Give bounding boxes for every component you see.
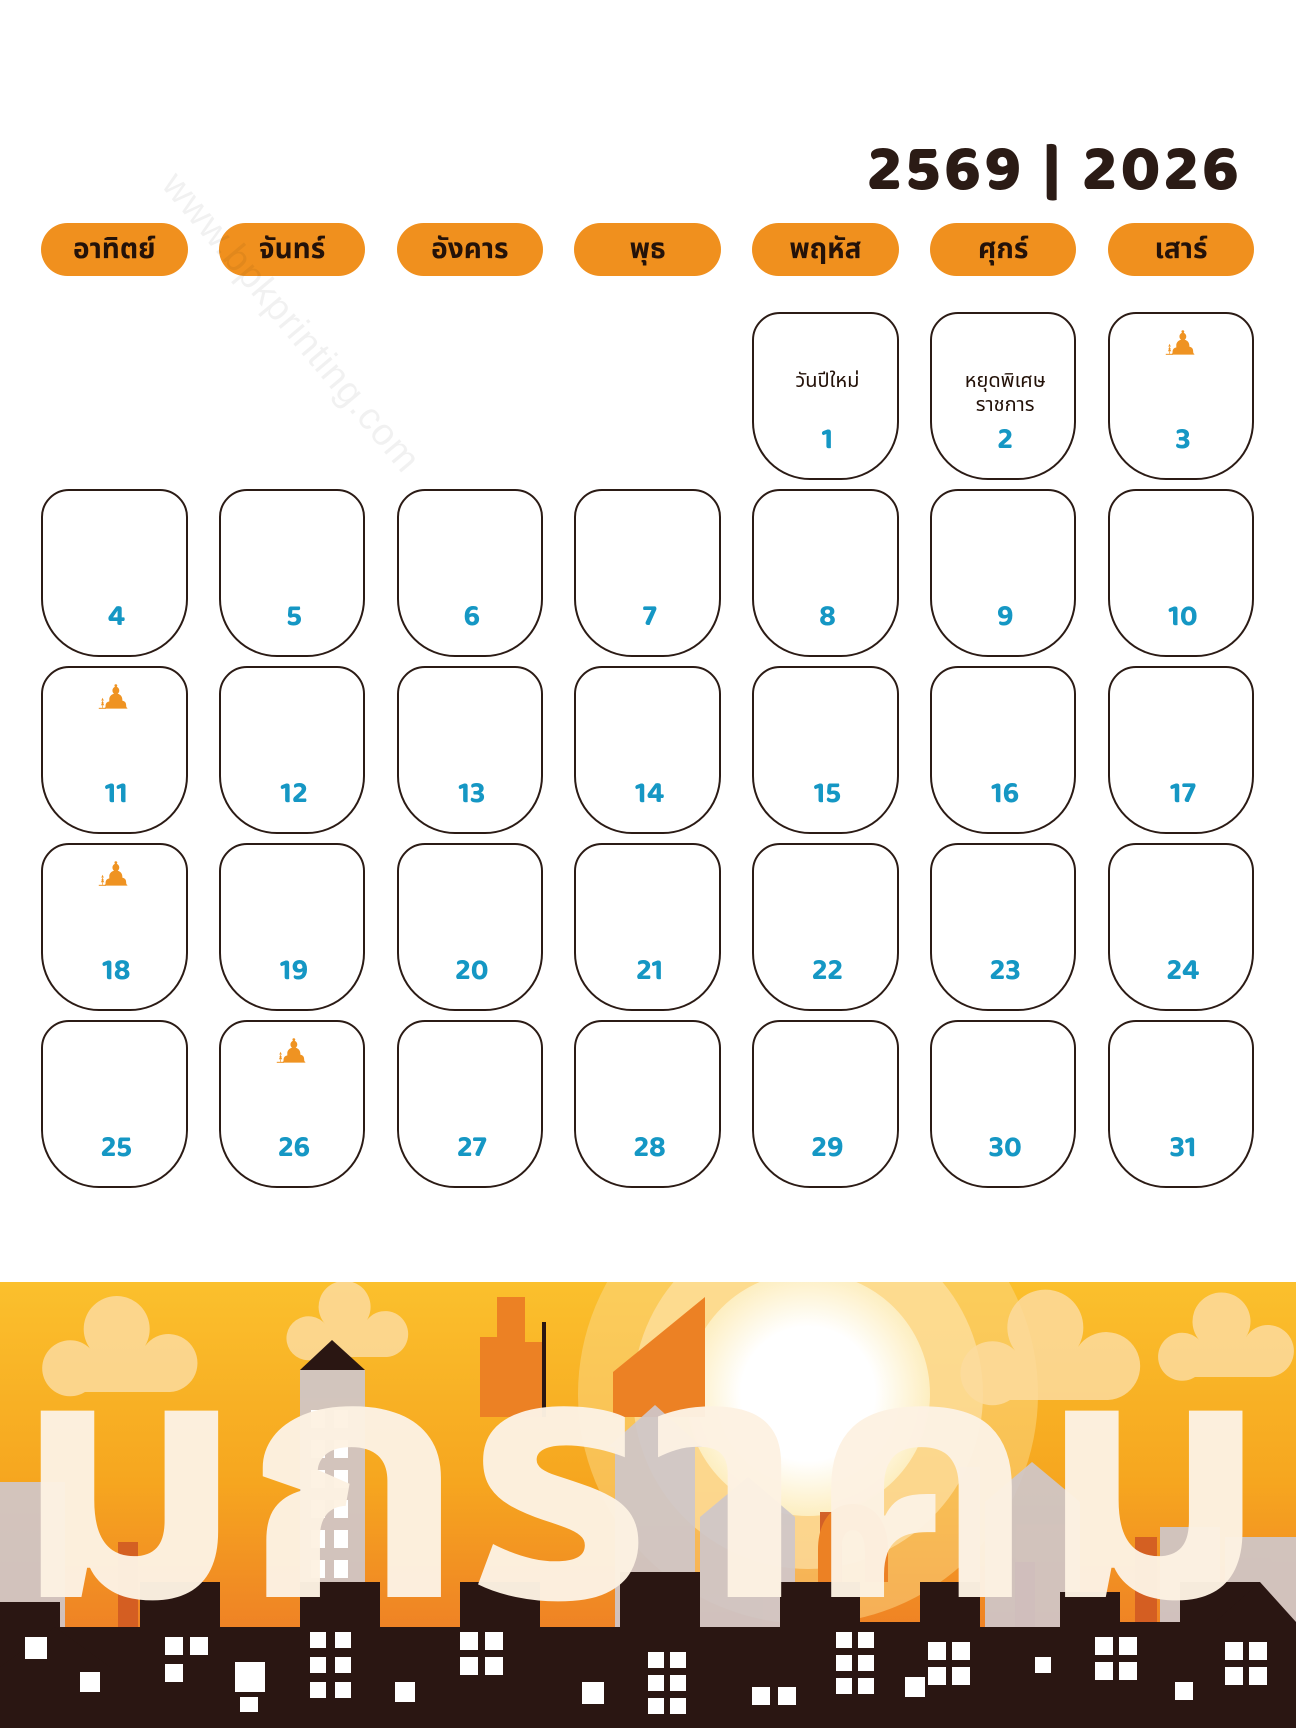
- svg-text:มกราคม: มกราคม: [13, 1282, 1268, 1728]
